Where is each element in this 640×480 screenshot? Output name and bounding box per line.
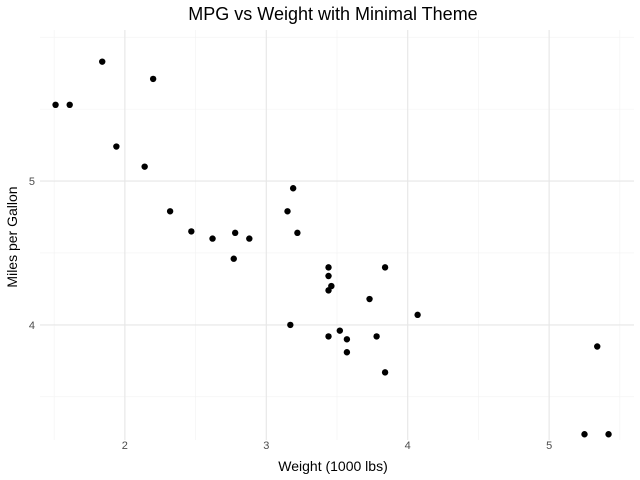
data-point <box>594 343 601 350</box>
data-points <box>52 58 612 438</box>
data-point <box>336 327 344 334</box>
data-point <box>230 255 237 262</box>
chart-title: MPG vs Weight with Minimal Theme <box>188 4 477 24</box>
x-tick-label: 2 <box>122 440 128 452</box>
data-point <box>99 58 106 65</box>
y-tick-label: 5 <box>29 176 35 188</box>
data-point <box>289 185 297 192</box>
x-tick-label: 5 <box>546 440 552 452</box>
data-point <box>581 431 588 438</box>
data-point <box>366 295 373 303</box>
grid-lines <box>40 30 634 440</box>
y-axis-ticks: 45 <box>29 176 35 332</box>
data-point <box>188 228 195 235</box>
data-point <box>166 208 174 215</box>
x-tick-label: 3 <box>263 440 269 452</box>
x-axis-ticks: 2 3 4 5 <box>122 440 552 452</box>
data-point <box>66 101 73 109</box>
y-tick-label: 4 <box>29 320 35 332</box>
data-point <box>52 101 59 109</box>
data-point <box>605 431 612 438</box>
data-point <box>381 264 389 271</box>
data-point <box>373 333 380 340</box>
data-point <box>294 229 301 237</box>
data-point <box>325 264 332 271</box>
data-point <box>287 321 294 329</box>
data-point <box>325 333 332 340</box>
data-point <box>113 143 120 150</box>
data-point <box>325 287 332 294</box>
data-point <box>343 349 351 356</box>
data-point <box>231 229 239 237</box>
data-point <box>141 163 148 170</box>
data-point <box>209 235 216 242</box>
y-axis-title: Miles per Gallon <box>4 186 20 287</box>
data-point <box>325 272 332 280</box>
data-point <box>381 369 389 376</box>
data-point <box>343 336 351 343</box>
data-point <box>149 75 157 83</box>
data-point <box>246 235 253 242</box>
data-point <box>284 208 291 215</box>
x-axis-title: Weight (1000 lbs) <box>278 458 387 474</box>
x-tick-label: 4 <box>405 440 411 452</box>
data-point <box>414 311 421 319</box>
